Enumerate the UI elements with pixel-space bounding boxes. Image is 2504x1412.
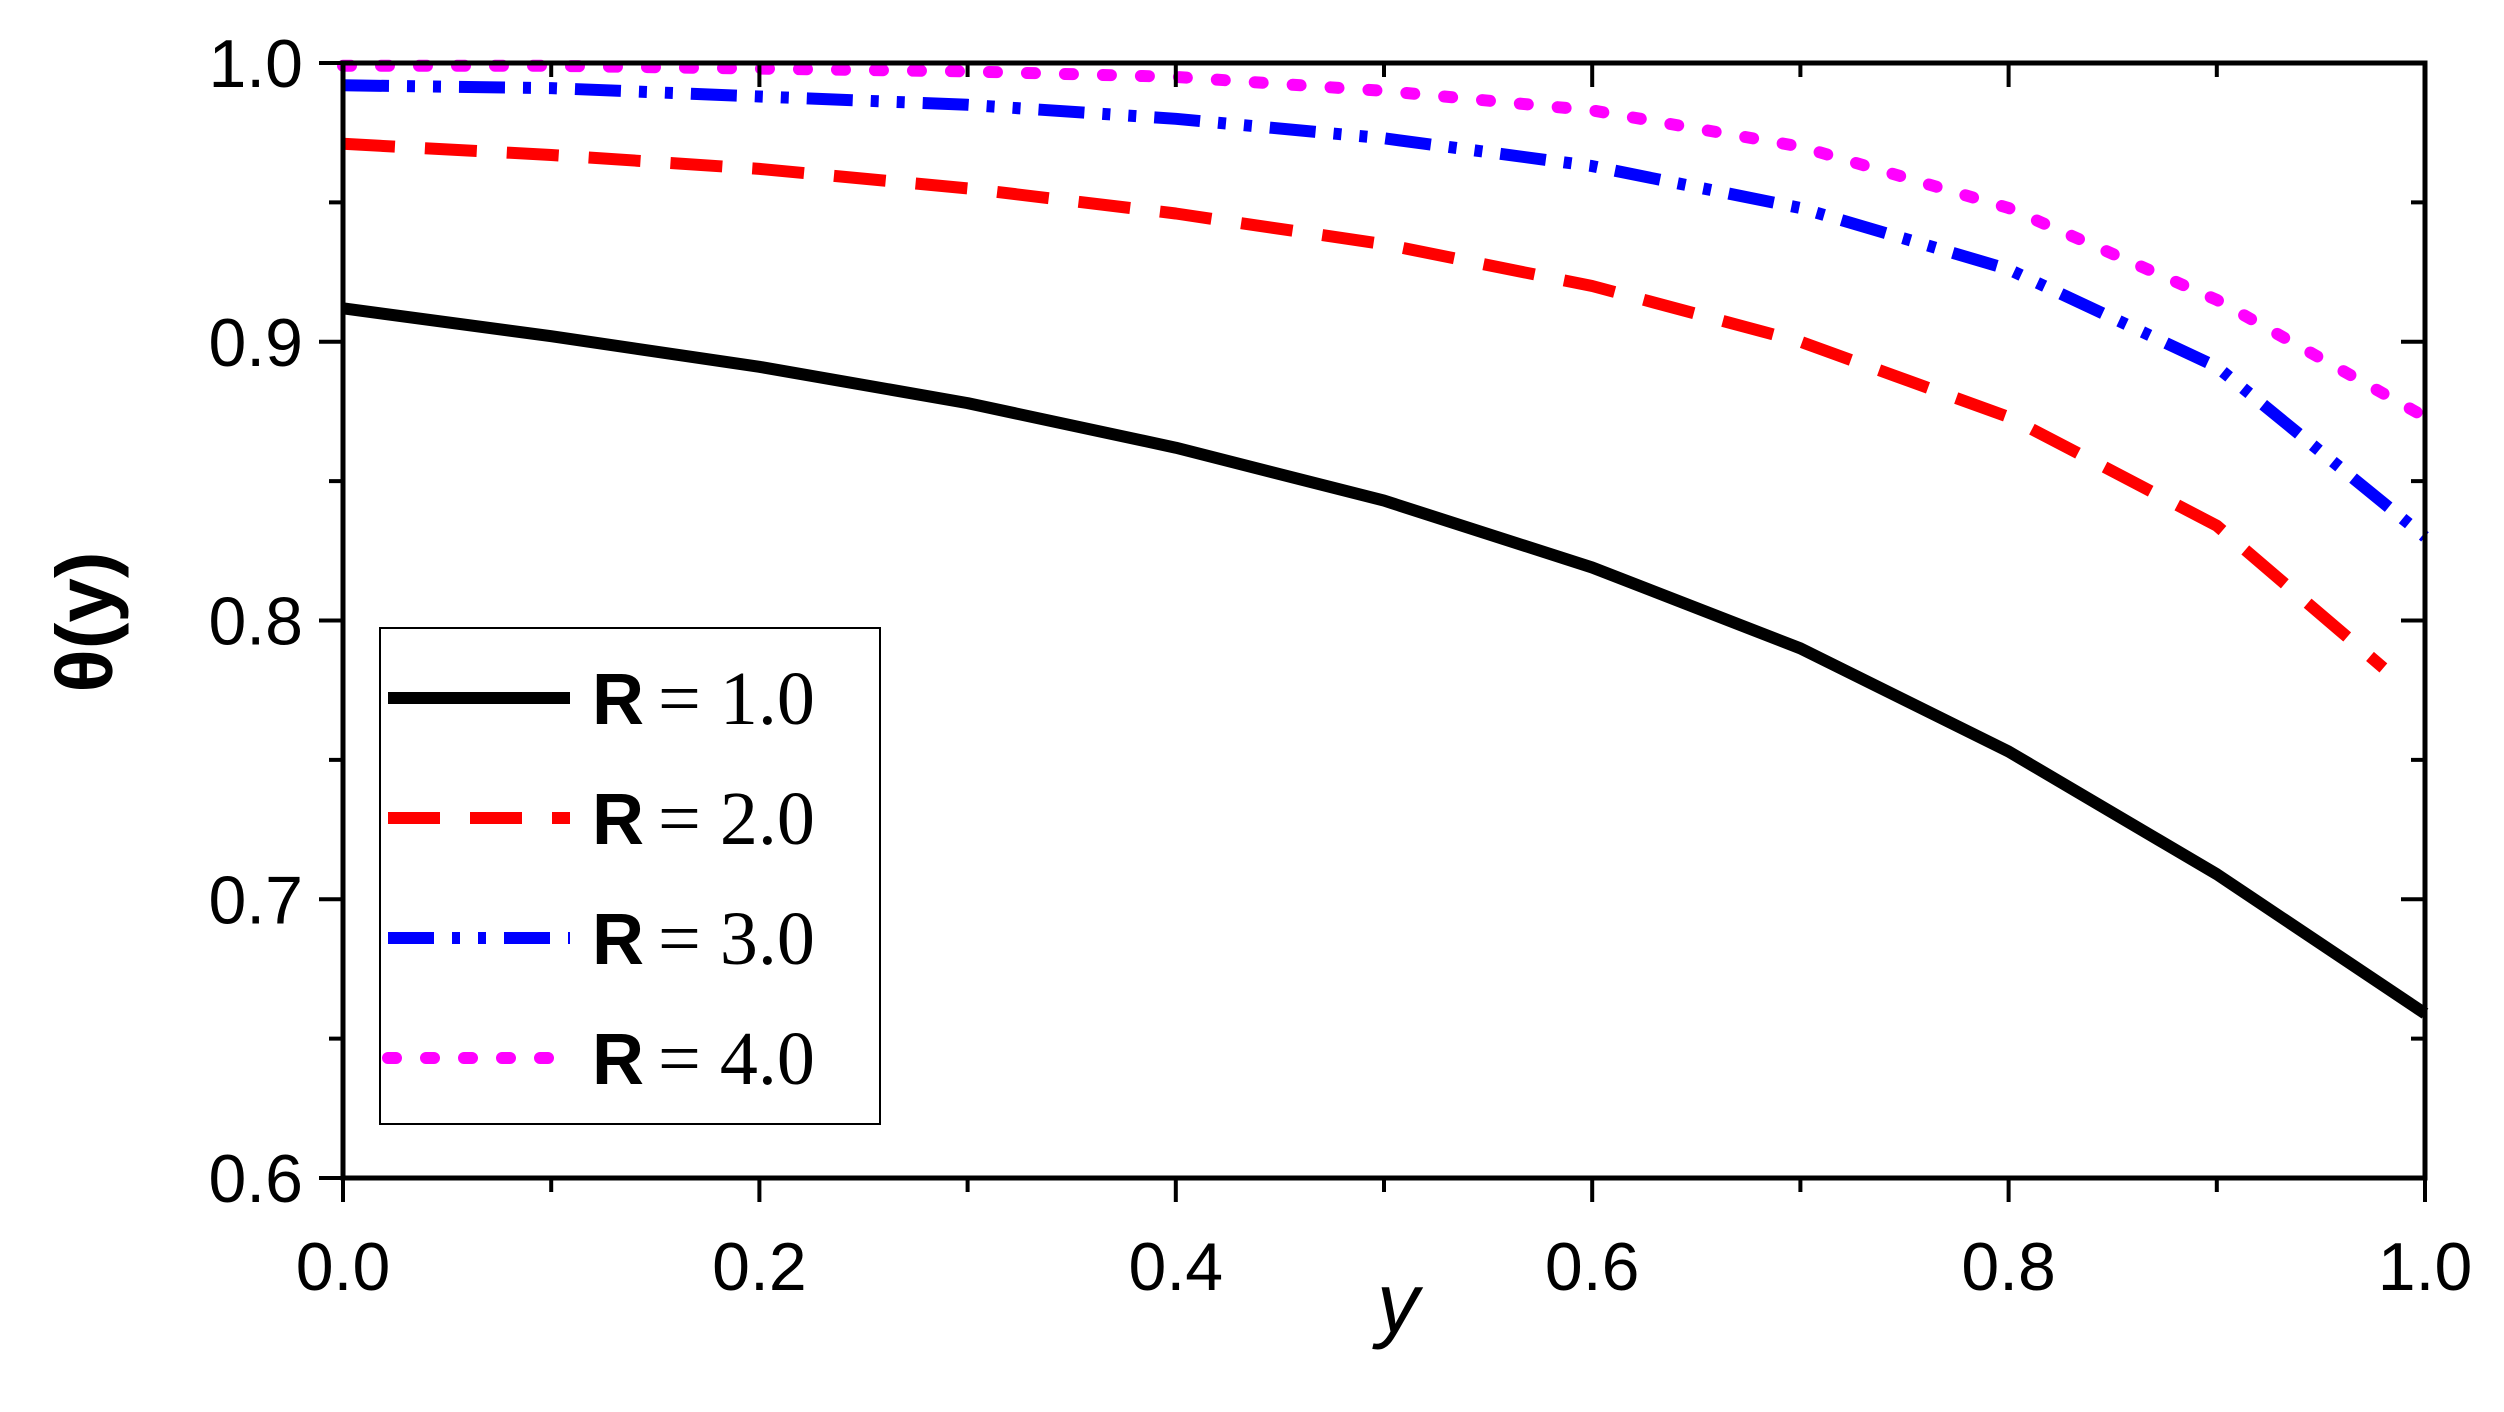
y-tick-label: 0.7 [208,862,303,938]
legend-entry-2: R = 2.0 [592,777,815,861]
legend-variable: R [592,900,644,980]
x-tick-label: 0.2 [712,1229,807,1305]
x-tick-label: 0.6 [1545,1229,1640,1305]
x-tick-label: 0.8 [1961,1229,2056,1305]
legend-value: = 2.0 [658,777,815,861]
legend-variable: R [592,1020,644,1100]
legend-variable: R [592,780,644,860]
series-line-3 [342,79,2429,542]
ticks-layer: 0.0 0.2 0.4 0.6 0.8 1.0 0.6 0.7 0.8 0.9 1.0 [208,26,2472,1305]
legend-value: = 3.0 [658,897,815,981]
legend-variable: R [592,660,644,740]
legend-entry-3: R = 3.0 [592,897,815,981]
x-tick-label: 1.0 [2378,1229,2473,1305]
series-line-4 [337,59,2431,423]
x-axis-label: y [1372,1256,1424,1350]
y-tick-label: 0.6 [208,1141,303,1217]
legend-value: = 1.0 [658,657,815,741]
y-tick-label: 0.9 [208,305,303,381]
y-tick-label: 1.0 [208,26,303,102]
legend-entry-4: R = 4.0 [592,1017,815,1101]
series-layer [337,59,2431,1019]
x-tick-label: 0.0 [296,1229,391,1305]
legend-entry-1: R = 1.0 [592,657,815,741]
x-tick-label: 0.4 [1129,1229,1224,1305]
legend: R = 1.0R = 2.0R = 3.0R = 4.0 [379,627,881,1125]
legend-box [379,627,881,1125]
legend-value: = 4.0 [658,1017,815,1101]
y-tick-label: 0.8 [208,584,303,660]
series-line-2 [342,137,2388,673]
y-axis-label: θ(y) [40,551,129,692]
series-line-1 [342,302,2429,1019]
